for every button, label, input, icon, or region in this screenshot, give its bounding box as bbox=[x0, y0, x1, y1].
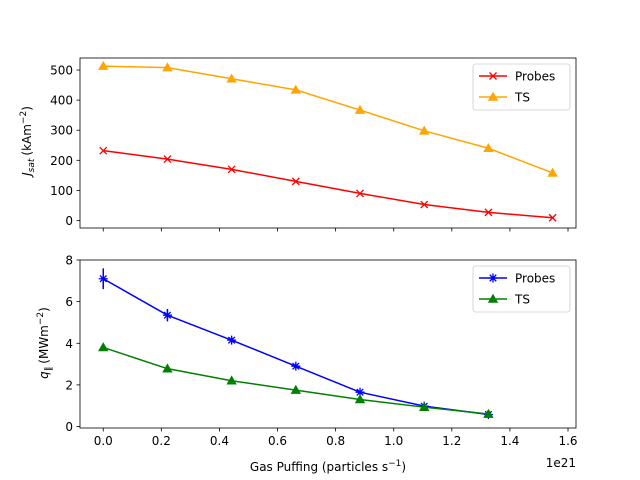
axes-frame bbox=[79, 259, 577, 429]
data-point bbox=[484, 208, 493, 217]
y-tick-label: 100 bbox=[50, 184, 73, 198]
y-tick-label: 200 bbox=[50, 154, 73, 168]
bottom-chart-panel: 0.0 0.2 0.4 0.6 0.8 1.0 1.2 1.4 1.6 0 2 4 6 8 Probes TS bbox=[65, 254, 577, 449]
y-tick-label: 300 bbox=[50, 124, 73, 138]
data-point bbox=[290, 84, 302, 94]
data-point bbox=[419, 401, 430, 411]
data-point bbox=[99, 146, 108, 155]
series-probes-1 bbox=[98, 268, 493, 419]
legend: Probes TS bbox=[472, 63, 571, 111]
data-point bbox=[483, 408, 494, 418]
top-chart-panel: 0 100 200 300 400 500 Probes TS bbox=[50, 57, 577, 232]
x-tick-label: 1.6 bbox=[558, 434, 577, 448]
series-line bbox=[103, 65, 553, 174]
y-tick-label: 0 bbox=[65, 214, 73, 228]
axes-frame bbox=[79, 57, 577, 229]
data-point bbox=[162, 310, 172, 320]
x-tick-label: 0.8 bbox=[326, 434, 345, 448]
x-axis-offset-label: 1e21 bbox=[546, 456, 576, 470]
x-tick-label: 0.6 bbox=[268, 434, 287, 448]
data-point bbox=[162, 363, 173, 373]
x-tick-label: 0.0 bbox=[94, 434, 113, 448]
data-point bbox=[291, 177, 300, 186]
x-tick-label: 0.4 bbox=[210, 434, 229, 448]
data-point bbox=[98, 274, 108, 284]
data-point bbox=[355, 387, 365, 397]
legend-label: TS bbox=[514, 91, 530, 105]
data-point bbox=[548, 213, 557, 222]
bottom-y-axis-label: q∥(MWm−2) bbox=[36, 307, 54, 379]
series-ts-0 bbox=[98, 60, 558, 177]
y-tick-label: 500 bbox=[50, 64, 73, 78]
data-point bbox=[162, 62, 173, 72]
x-tick-label: 1.0 bbox=[384, 434, 403, 448]
data-point bbox=[226, 375, 237, 385]
legend-marker bbox=[488, 273, 498, 283]
data-point bbox=[354, 394, 366, 404]
x-axis-label: Gas Puffing (particles s−1) bbox=[250, 459, 406, 474]
data-point bbox=[163, 155, 172, 164]
series-line bbox=[103, 346, 489, 415]
legend-label: Probes bbox=[515, 272, 555, 286]
series-ts-1 bbox=[98, 342, 494, 418]
x-tick-label: 1.2 bbox=[442, 434, 461, 448]
series-line bbox=[103, 149, 553, 219]
data-point bbox=[227, 165, 236, 174]
data-point bbox=[227, 335, 237, 345]
y-tick-label: 0 bbox=[65, 420, 73, 434]
series-line bbox=[102, 278, 489, 416]
legend-marker bbox=[489, 72, 497, 80]
x-tick-label: 1.4 bbox=[500, 434, 519, 448]
data-point bbox=[290, 384, 302, 394]
legend-label: TS bbox=[514, 293, 530, 307]
x-tick-label: 0.2 bbox=[152, 434, 171, 448]
y-tick-label: 400 bbox=[50, 94, 73, 108]
data-point bbox=[98, 342, 109, 352]
data-point bbox=[98, 60, 109, 70]
data-point bbox=[420, 200, 429, 209]
legend: Probes TS bbox=[472, 265, 571, 313]
y-tick-label: 2 bbox=[65, 378, 73, 392]
data-point bbox=[547, 167, 558, 177]
data-point bbox=[419, 125, 430, 135]
y-tick-label: 8 bbox=[65, 254, 73, 268]
legend-marker bbox=[487, 293, 499, 303]
y-tick-label: 4 bbox=[65, 337, 73, 351]
legend-label: Probes bbox=[515, 70, 555, 84]
data-point bbox=[354, 104, 366, 114]
data-point bbox=[226, 73, 237, 83]
data-point bbox=[291, 361, 301, 371]
y-tick-label: 6 bbox=[65, 295, 73, 309]
series-probes-0 bbox=[99, 146, 557, 222]
data-point bbox=[483, 142, 494, 153]
data-point bbox=[356, 189, 364, 198]
legend-marker bbox=[487, 91, 499, 101]
top-y-axis-label: Jsat(kAm−2) bbox=[19, 106, 37, 178]
